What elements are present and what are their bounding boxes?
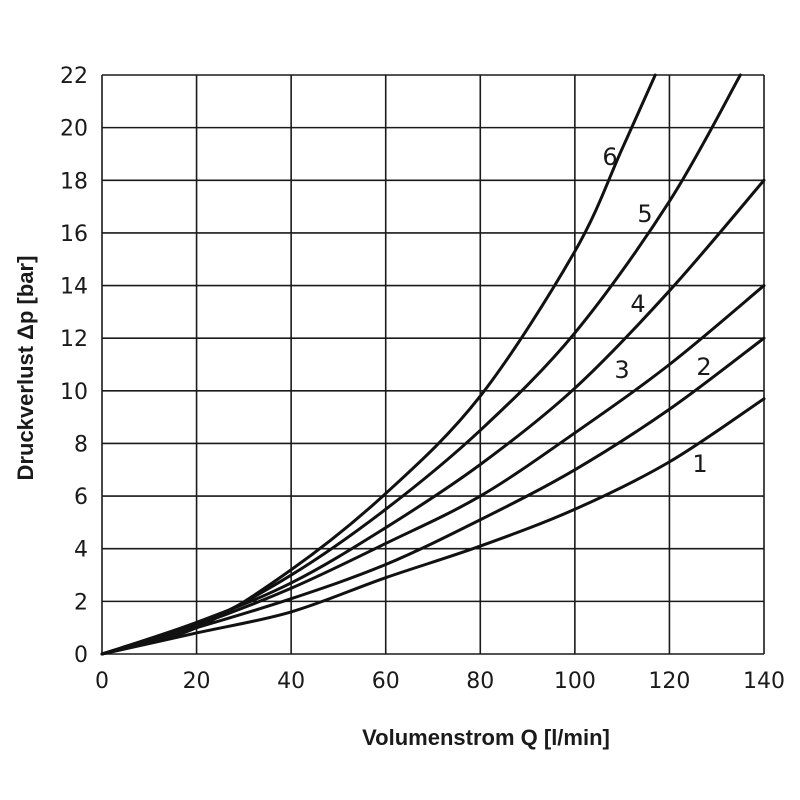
y-tick-label: 20: [60, 117, 88, 142]
grid: [101, 74, 765, 655]
series-line-6: [100, 73, 657, 656]
y-tick-label: 22: [60, 64, 88, 89]
x-tick-label: 40: [277, 669, 305, 694]
x-tick-label: 140: [743, 669, 785, 694]
series-label-1: 1: [692, 450, 707, 478]
x-tick-label: 0: [95, 669, 109, 694]
y-tick-label: 12: [60, 327, 88, 352]
y-tick-label: 2: [74, 590, 88, 615]
y-tick-label: 14: [60, 275, 88, 300]
x-tick-label: 100: [554, 669, 596, 694]
y-tick-labels: 0 2 4 6 8 10 12 14 16 18 20 22: [60, 64, 88, 668]
y-tick-label: 8: [74, 432, 88, 457]
series-line-4: [100, 178, 766, 656]
y-tick-label: 0: [74, 643, 88, 668]
series-label-3: 3: [614, 356, 629, 384]
series-label-6: 6: [602, 143, 617, 171]
series-label-4: 4: [630, 290, 645, 318]
y-tick-label: 6: [74, 485, 88, 510]
series-label-5: 5: [637, 200, 652, 228]
y-tick-label: 10: [60, 380, 88, 405]
x-axis-label: Volumenstrom Q [l/min]: [362, 725, 610, 750]
series-line-1: [100, 397, 766, 656]
x-tick-label: 60: [372, 669, 400, 694]
x-tick-labels: 0 20 40 60 80 100 120 140: [95, 669, 785, 694]
series-label-2: 2: [696, 353, 711, 381]
y-tick-label: 4: [74, 538, 88, 563]
y-tick-label: 18: [60, 169, 88, 194]
x-tick-label: 20: [183, 669, 211, 694]
x-tick-label: 120: [648, 669, 690, 694]
series-line-2: [100, 336, 766, 656]
x-tick-label: 80: [466, 669, 494, 694]
series-curves: [100, 73, 766, 656]
series-labels: 1 2 3 4 5 6: [602, 143, 711, 478]
y-axis-label: Druckverlust Δp [bar]: [13, 256, 38, 481]
y-tick-label: 16: [60, 222, 88, 247]
